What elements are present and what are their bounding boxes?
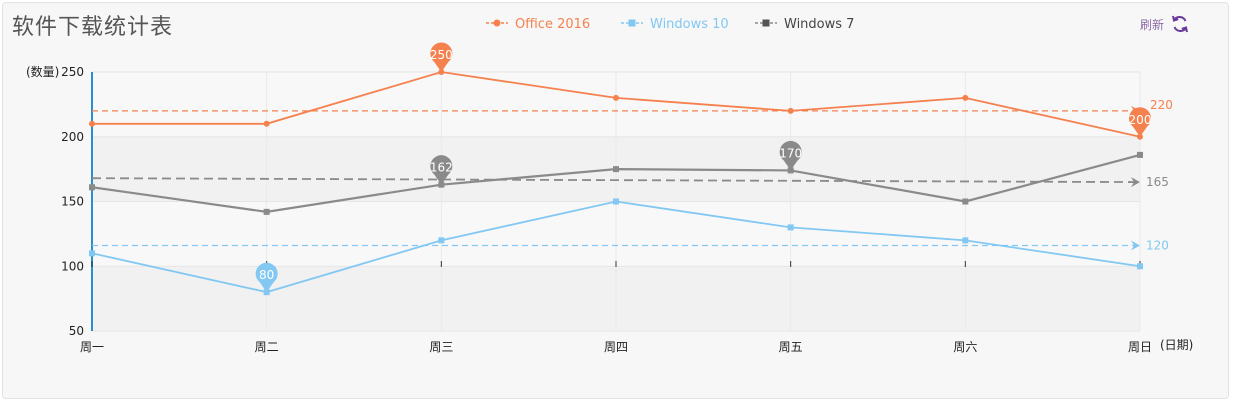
x-axis-label: (日期): [1160, 338, 1193, 352]
data-point: [1137, 263, 1143, 270]
data-point: [438, 237, 445, 244]
average-arrow: [1131, 177, 1140, 188]
data-point: [962, 237, 969, 244]
y-tick-label: 200: [61, 130, 84, 144]
x-tick-label: 周五: [779, 340, 803, 354]
average-label: 220: [1150, 98, 1173, 112]
refresh-label: 刷新: [1140, 17, 1165, 32]
data-point: [787, 224, 794, 231]
x-tick-label: 周六: [953, 340, 977, 354]
chart-title: 软件下载统计表: [12, 15, 174, 40]
pin-marker: [430, 42, 453, 72]
data-point: [1137, 151, 1143, 158]
data-point: [263, 120, 270, 127]
pin-label: 80: [259, 268, 274, 282]
data-point: [962, 198, 969, 205]
pin-marker: [255, 262, 278, 293]
legend-marker: [628, 19, 636, 27]
x-tick-label: 周四: [604, 340, 628, 354]
average-label: 165: [1146, 175, 1169, 189]
data-point: [263, 208, 270, 215]
legend-entry: Windows 7: [784, 17, 854, 32]
data-point: [613, 198, 619, 205]
refresh-button[interactable]: 刷新: [1140, 14, 1190, 34]
refresh-icon: [1172, 15, 1188, 33]
pin-label: 200: [1129, 113, 1152, 127]
x-tick-label: 周二: [255, 340, 279, 354]
data-point: [89, 184, 95, 191]
data-point: [89, 120, 95, 127]
data-point: [613, 166, 619, 173]
data-point: [787, 107, 794, 114]
x-tick-label: 周日: [1128, 340, 1152, 354]
data-point: [962, 94, 969, 101]
series-2: 165 162 170: [89, 140, 1169, 215]
pin-label: 170: [779, 146, 802, 160]
y-tick-label: 50: [69, 324, 84, 338]
pin-label: 162: [430, 161, 453, 175]
x-tick-label: 周三: [429, 340, 453, 354]
pin-marker: [1129, 107, 1152, 137]
series-0: 220 250 200: [89, 42, 1173, 140]
y-tick-label: 250: [61, 65, 84, 79]
pin-label: 250: [430, 48, 453, 62]
pin-marker: [779, 140, 802, 171]
y-axis-label: (数量): [26, 64, 59, 79]
legend-entry: Office 2016: [515, 17, 590, 32]
legend-marker: [762, 19, 770, 27]
average-arrow: [1131, 240, 1140, 251]
legend-entry: Windows 10: [650, 17, 729, 32]
average-label: 120: [1146, 239, 1169, 253]
legend-marker: [493, 19, 501, 27]
y-tick-label: 100: [61, 259, 84, 273]
data-point: [613, 94, 619, 101]
average-line: [91, 177, 1135, 183]
data-point: [89, 250, 95, 257]
y-tick-label: 150: [61, 195, 84, 209]
series-1: 120 80: [89, 198, 1169, 296]
pin-marker: [430, 155, 453, 185]
x-tick-label: 周一: [80, 340, 104, 354]
